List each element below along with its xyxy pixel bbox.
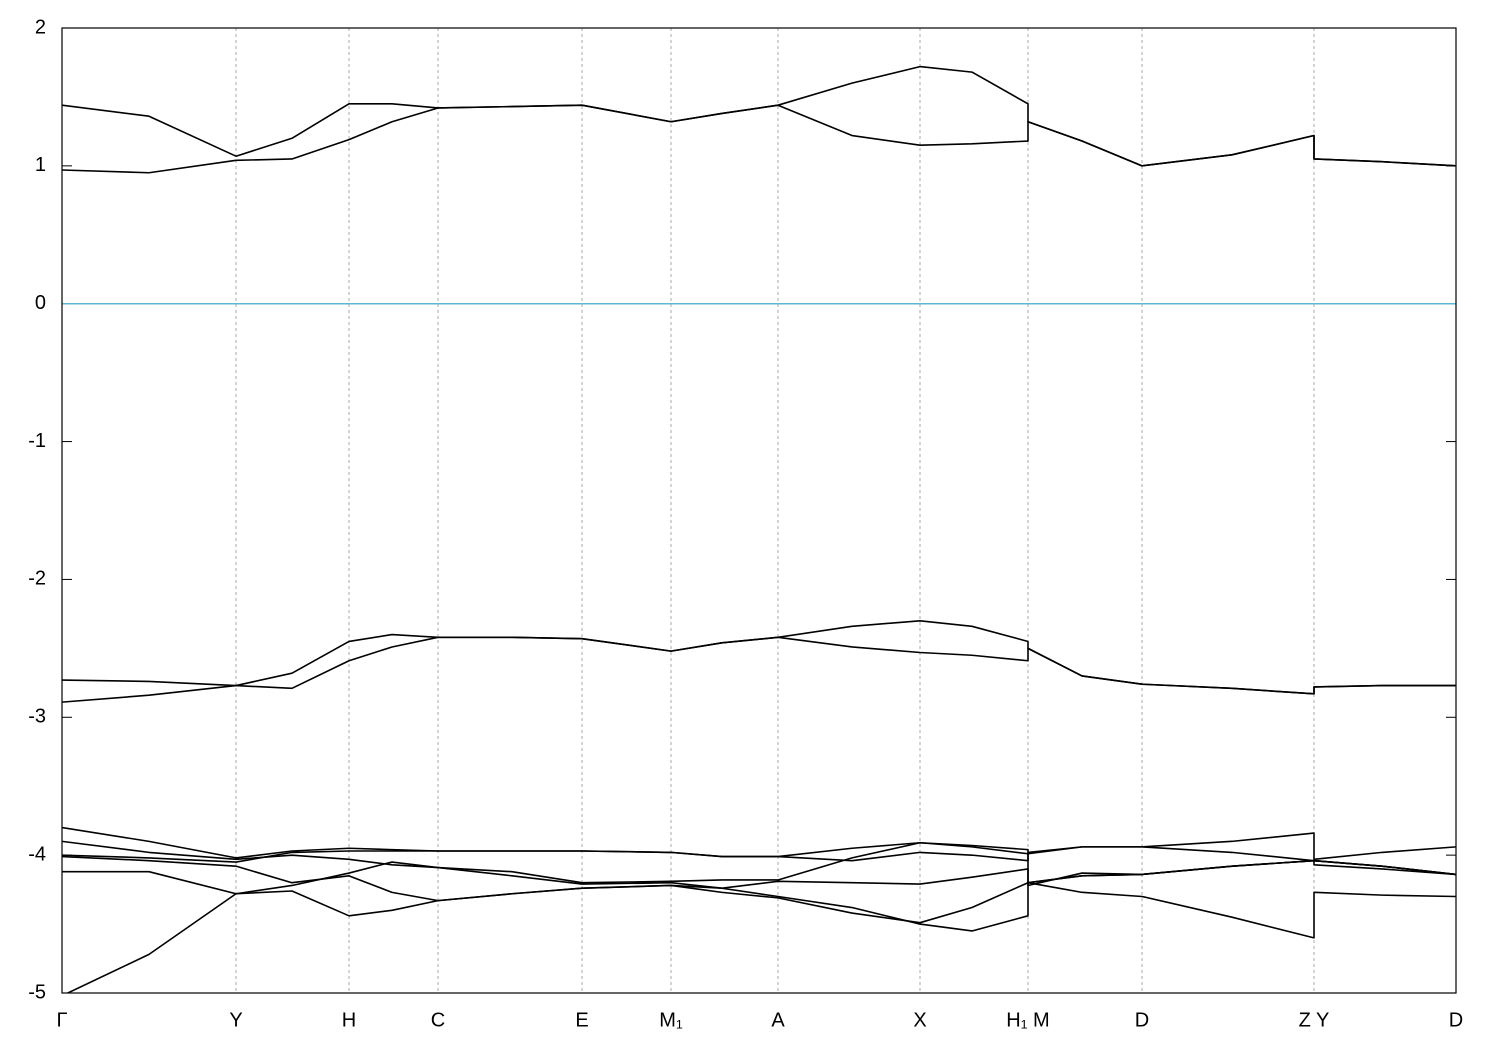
x-tick-label: X	[913, 1009, 926, 1031]
x-tick-label: D	[1449, 1009, 1463, 1031]
band-line	[65, 859, 1456, 993]
band-line	[62, 846, 1456, 876]
y-tick-label: 2	[35, 16, 46, 38]
band-line	[62, 826, 1456, 861]
bands	[62, 65, 1456, 993]
x-tick-label: Z Y	[1299, 1009, 1330, 1031]
x-tick-label: D	[1135, 1009, 1149, 1031]
x-tick-label: H₁ M	[1006, 1009, 1049, 1031]
x-tick-label: M₁	[659, 1009, 683, 1031]
y-tick-label: -2	[28, 568, 46, 590]
y-tick-label: -4	[28, 843, 46, 865]
y-tick-label: -3	[28, 706, 46, 728]
x-tick-label: A	[771, 1009, 785, 1031]
y-tick-label: 0	[35, 292, 46, 314]
x-tick-label: Γ	[56, 1009, 67, 1031]
band-line	[62, 104, 1456, 174]
band-line	[62, 855, 1456, 939]
x-tick-label: Y	[229, 1009, 242, 1031]
band-line	[62, 619, 1456, 695]
plot-frame	[61, 27, 1457, 994]
y-tick-label: 1	[35, 154, 46, 176]
y-tick-label: -1	[28, 430, 46, 452]
x-tick-label: E	[575, 1009, 588, 1031]
y-tick-label: -5	[28, 981, 46, 1003]
x-tick-label: C	[431, 1009, 445, 1031]
band-line	[62, 636, 1456, 703]
x-tick-label: H	[342, 1009, 356, 1031]
